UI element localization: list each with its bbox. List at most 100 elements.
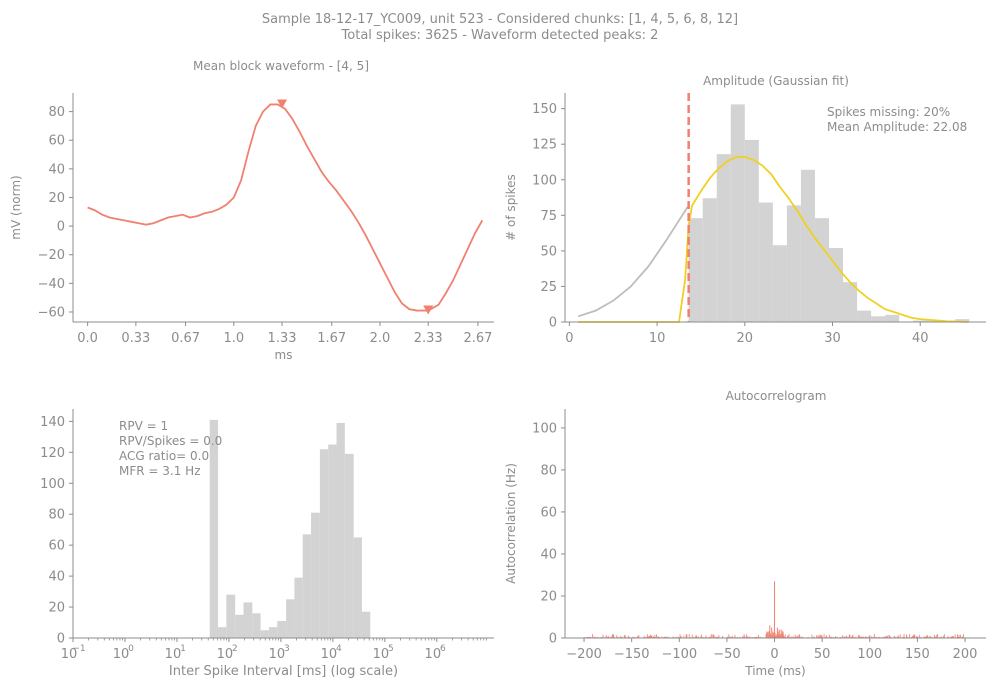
y-tick-label: 140 — [40, 415, 65, 430]
isi-annotation: RPV/Spikes = 0.0 — [119, 434, 222, 448]
x-tick-label: 200 — [953, 647, 978, 662]
y-axis-label: mV (norm) — [9, 175, 23, 239]
y-tick-label: 80 — [540, 463, 557, 478]
isi-bar — [353, 537, 362, 638]
isi-bar — [260, 630, 269, 638]
y-tick-label: 40 — [540, 547, 557, 562]
x-tick-exponent: 4 — [336, 644, 342, 654]
amplitude-bar — [843, 282, 858, 322]
isi-annotation: ACG ratio= 0.0 — [119, 449, 209, 463]
x-tick-exponent: −1 — [72, 644, 85, 654]
amplitude-bar — [702, 198, 717, 322]
isi-bar — [344, 453, 354, 638]
y-tick-label: 75 — [540, 209, 557, 224]
waveform-line — [87, 103, 484, 312]
amplitude-bar — [885, 314, 900, 322]
isi-bar — [336, 422, 345, 638]
y-tick-label: 20 — [540, 589, 557, 604]
isi-annotation: MFR = 3.1 Hz — [119, 464, 201, 478]
y-tick-label: 150 — [532, 102, 557, 117]
isi-bar — [268, 627, 278, 638]
x-tick-label: 2.0 — [370, 331, 391, 346]
x-tick-label: 1.67 — [317, 331, 346, 346]
x-tick-label: 150 — [905, 647, 930, 662]
y-tick-label: 100 — [532, 173, 557, 188]
chart-title: Mean block waveform - [4, 5] — [193, 59, 369, 73]
autocorrelogram-panel: 0 20 40 60 80 100 −200 −150 −100 −50 0 50 100 150 200 A… — [504, 389, 986, 678]
y-tick-label: 60 — [48, 134, 65, 149]
chart-title: Autocorrelogram — [726, 389, 827, 403]
amplitude-annotation: Mean Amplitude: 22.08 — [827, 120, 967, 134]
isi-bar — [319, 449, 329, 638]
isi-bar — [243, 602, 253, 638]
amplitude-bar — [772, 245, 787, 322]
x-tick-label: 0.33 — [121, 331, 150, 346]
gaussian-fit-extrapolated-line — [577, 204, 690, 318]
figure-suptitle-line-1: Sample 18-12-17_YC009, unit 523 - Consid… — [261, 12, 739, 27]
x-tick-label: 10 — [217, 647, 234, 662]
x-tick-label: 2.33 — [414, 331, 443, 346]
x-tick-label: −50 — [713, 647, 740, 662]
isi-bar — [209, 419, 219, 638]
y-tick-label: 125 — [532, 138, 557, 153]
y-tick-label: 0 — [549, 316, 557, 331]
x-axis-label: Inter Spike Interval [ms] (log scale) — [169, 664, 398, 679]
peak-marker — [423, 305, 434, 315]
y-tick-label: −60 — [38, 305, 65, 320]
y-tick-label: 40 — [48, 570, 65, 585]
x-tick-label: 2.67 — [463, 331, 492, 346]
amplitude-bar — [758, 202, 773, 322]
figure-suptitle-line-2: Total spikes: 3625 - Waveform detected p… — [341, 28, 659, 43]
x-tick-label: 10 — [269, 647, 286, 662]
x-tick-exponent: 5 — [388, 644, 394, 654]
y-tick-label: 50 — [540, 244, 557, 259]
amplitude-bar — [800, 169, 815, 322]
x-tick-exponent: 1 — [180, 644, 186, 654]
isi-annotation: RPV = 1 — [119, 419, 168, 433]
y-tick-label: 40 — [48, 162, 65, 177]
isi-bar — [328, 444, 337, 638]
x-tick-label: 1.0 — [223, 331, 244, 346]
y-tick-label: 0 — [549, 632, 557, 647]
y-tick-label: 100 — [532, 421, 557, 436]
x-tick-label: 10 — [61, 647, 78, 662]
peak-marker — [277, 99, 288, 109]
amplitude-panel: 0 25 50 75 100 125 150 0 10 20 30 40 Amplitude (Gaus… — [504, 74, 986, 346]
x-tick-label: 0.67 — [171, 331, 200, 346]
isi-bar — [235, 614, 244, 638]
y-tick-label: 60 — [48, 539, 65, 554]
y-tick-label: −40 — [38, 277, 65, 292]
amplitude-bar — [857, 310, 872, 322]
x-tick-label: 10 — [113, 647, 130, 662]
gaussian-fit-line — [578, 156, 969, 323]
x-tick-label: −200 — [566, 647, 602, 662]
x-tick-label: 10 — [425, 647, 442, 662]
isi-bar — [294, 577, 303, 638]
isi-bar — [226, 594, 236, 638]
x-tick-exponent: 2 — [232, 644, 238, 654]
y-axis-label: # of spikes — [504, 174, 518, 241]
x-tick-label: −150 — [614, 647, 650, 662]
amplitude-bar — [814, 218, 830, 322]
y-tick-label: 80 — [48, 105, 65, 120]
x-tick-label: 0 — [565, 331, 573, 346]
x-tick-label: 10 — [165, 647, 182, 662]
x-tick-label: 1.33 — [268, 331, 297, 346]
y-axis-label: Autocorrelation (Hz) — [504, 463, 518, 584]
x-tick-label: 40 — [912, 331, 929, 346]
amplitude-bar — [829, 248, 844, 322]
amplitude-bar — [688, 218, 703, 322]
x-tick-label: 0.0 — [77, 331, 98, 346]
isi-bar — [277, 620, 287, 638]
x-tick-label: 10 — [373, 647, 390, 662]
x-tick-label: 0 — [770, 647, 778, 662]
x-tick-label: 50 — [814, 647, 831, 662]
amplitude-bar — [786, 205, 801, 322]
y-tick-label: 120 — [40, 446, 65, 461]
amplitude-bar — [744, 139, 759, 322]
y-tick-label: 25 — [540, 280, 557, 295]
amplitude-bar — [730, 104, 745, 323]
x-tick-exponent: 6 — [440, 644, 446, 654]
isi-bar — [302, 534, 312, 638]
